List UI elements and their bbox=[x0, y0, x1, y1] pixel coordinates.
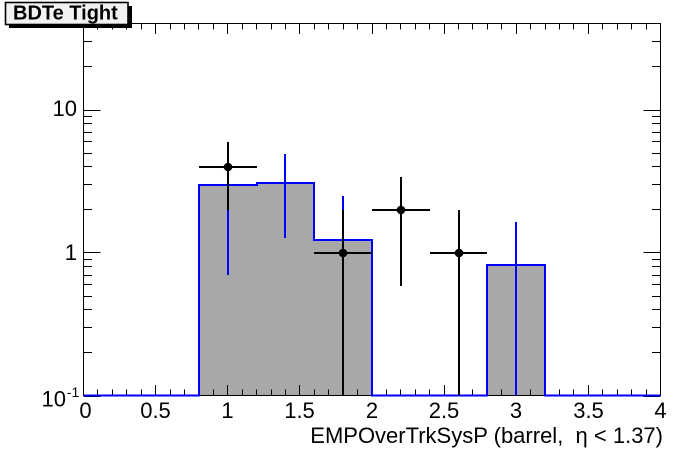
svg-text:EMPOverTrkSysP (barrel, η < 1: EMPOverTrkSysP (barrel, η < 1.37) bbox=[310, 423, 663, 448]
svg-text:10: 10 bbox=[53, 96, 77, 121]
svg-text:1: 1 bbox=[65, 240, 77, 265]
svg-text:0: 0 bbox=[79, 398, 91, 423]
svg-text:1.5: 1.5 bbox=[284, 398, 315, 423]
svg-text:1: 1 bbox=[221, 398, 233, 423]
svg-text:10: 10 bbox=[42, 387, 66, 412]
svg-text:3.5: 3.5 bbox=[573, 398, 604, 423]
svg-text:4: 4 bbox=[654, 398, 666, 423]
svg-text:3: 3 bbox=[510, 398, 522, 423]
svg-text:0.5: 0.5 bbox=[140, 398, 171, 423]
svg-text:BDTe Tight: BDTe Tight bbox=[13, 3, 118, 25]
svg-text:2: 2 bbox=[366, 398, 378, 423]
svg-text:2.5: 2.5 bbox=[429, 398, 460, 423]
svg-text:-1: -1 bbox=[67, 384, 80, 400]
